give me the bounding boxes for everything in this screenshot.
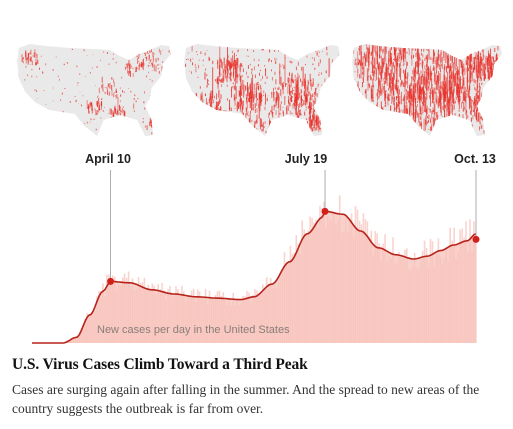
annotation-marker: [107, 277, 115, 285]
maps-row: [17, 44, 502, 136]
us-map-april: [17, 44, 171, 136]
dek: Cases are surging again after falling in…: [12, 382, 480, 416]
annotation-october: Oct. 13: [454, 152, 496, 166]
headline: U.S. Virus Cases Climb Toward a Third Pe…: [12, 356, 308, 373]
annotation-april: April 10: [85, 152, 131, 166]
seven-day-average-line: [32, 210, 477, 344]
us-map-october: [352, 44, 502, 136]
series-label: New cases per day in the United States: [97, 324, 290, 336]
annotation-marker: [321, 207, 329, 215]
cases-chart: April 10 July 19 Oct. 13 New cases per d…: [32, 152, 496, 344]
map-land: [184, 44, 340, 136]
annotation-marker: [472, 235, 480, 243]
case-area: [32, 211, 476, 343]
us-map-july: [184, 44, 340, 136]
map-land: [17, 44, 171, 136]
annotation-july: July 19: [285, 152, 327, 166]
